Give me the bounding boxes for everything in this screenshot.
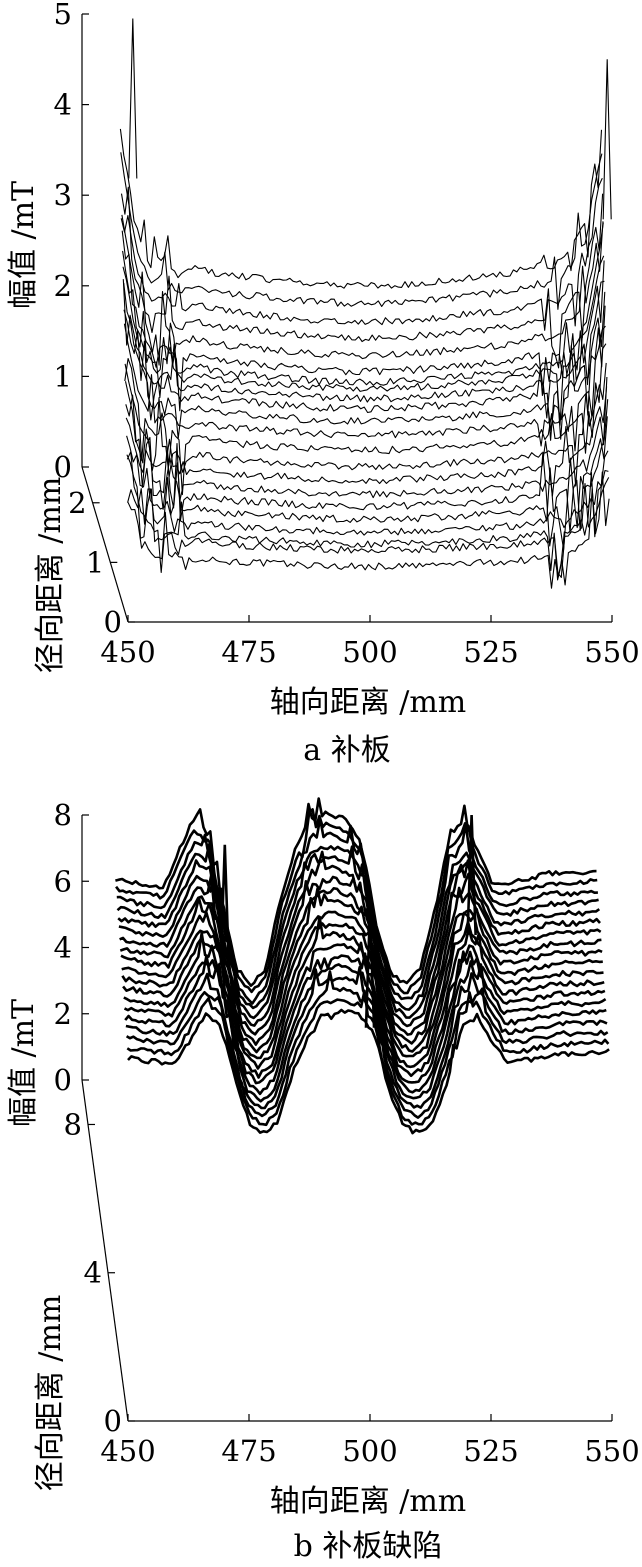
z-tick-label: 4 (54, 88, 72, 122)
series-line-17 (121, 214, 604, 366)
chart-a-zlabel: 幅值 /mT (6, 181, 41, 309)
z-tick-label: 4 (54, 931, 72, 965)
x-tick-label: 500 (342, 1434, 397, 1468)
chart-b-labels: 幅值 /mT 径向距离 /mm 轴向距离 /mm b 补板缺陷 (6, 999, 466, 1564)
series-line-18 (115, 797, 597, 987)
series-line-6 (125, 376, 608, 510)
series-line-20 (120, 152, 603, 310)
depth-axis-line (81, 1079, 129, 1422)
series-line-7 (122, 915, 605, 1079)
series-line-11 (123, 305, 606, 440)
z-tick-label: 8 (54, 798, 72, 832)
series-line-1 (126, 989, 610, 1127)
series-line-21 (119, 128, 603, 289)
y-tick-label: 1 (86, 545, 104, 579)
chart-b-zlabel: 幅值 /mT (6, 999, 41, 1127)
x-tick-label: 475 (221, 1434, 276, 1468)
chart-a-caption: a 补板 (303, 733, 390, 768)
y-tick-label: 2 (68, 486, 86, 520)
series-line-16 (116, 817, 598, 1005)
x-tick-label: 550 (584, 1434, 639, 1468)
peak-spike-0 (128, 18, 138, 179)
x-tick-label: 450 (100, 635, 155, 669)
series-line-19 (120, 177, 603, 331)
series-line-0 (127, 1008, 610, 1135)
chart-panel-a: 0 1 2 3 4 5 450 475 500 525 550 0 1 2 幅值 /mT 径向距离 /mm… (0, 0, 642, 783)
z-tick-label: 1 (54, 359, 72, 393)
chart-a-series-group (119, 18, 612, 589)
series-line-6 (123, 931, 606, 1085)
chart-a-labels: 幅值 /mT 径向距离 /mm 轴向距离 /mm a 补板 (6, 181, 466, 768)
series-line-14 (117, 845, 601, 1020)
y-tick-label: 4 (84, 1256, 102, 1290)
z-tick-label: 0 (54, 450, 72, 484)
series-line-9 (124, 343, 607, 496)
depth-axis-line (81, 466, 129, 623)
series-line-12 (123, 282, 606, 441)
series-line-4 (124, 954, 607, 1103)
y-tick-label: 8 (64, 1107, 82, 1141)
series-line-18 (120, 186, 604, 369)
series-line-1 (127, 477, 610, 578)
z-tick-label: 5 (54, 0, 72, 31)
series-line-3 (126, 450, 609, 539)
y-tick-label: 0 (104, 1404, 122, 1438)
peak-spike-1 (364, 907, 376, 1028)
series-line-15 (122, 250, 605, 399)
chart-b-series-group (115, 797, 610, 1135)
chart-b-ylabel: 径向距离 /mm (33, 1295, 68, 1492)
series-line-16 (121, 222, 604, 412)
x-tick-label: 500 (342, 635, 397, 669)
series-line-17 (115, 808, 598, 995)
series-line-12 (119, 872, 602, 1036)
series-line-7 (124, 381, 608, 497)
series-line-2 (126, 451, 609, 581)
chart-b-svg: 0 2 4 6 8 450 475 500 525 550 0 4 8 幅值 /mT 径向距离 /mm … (6, 797, 640, 1564)
peak-spike-2 (466, 814, 477, 936)
series-line-4 (126, 399, 609, 551)
chart-a-xlabel: 轴向距离 /mm (270, 685, 467, 720)
chart-a-ylabel: 径向距离 /mm (33, 477, 68, 674)
series-line-14 (122, 260, 605, 426)
x-tick-label: 450 (100, 1434, 155, 1468)
series-line-8 (121, 920, 604, 1070)
series-line-5 (125, 416, 608, 547)
x-tick-label: 525 (463, 1434, 518, 1468)
series-line-9 (121, 910, 603, 1060)
z-tick-label: 2 (54, 997, 72, 1031)
y-tick-label: 0 (104, 605, 122, 639)
x-tick-label: 550 (584, 635, 639, 669)
chart-b-caption: b 补板缺陷 (294, 1529, 443, 1564)
series-line-10 (120, 887, 603, 1054)
z-tick-label: 6 (54, 864, 72, 898)
series-line-13 (118, 850, 601, 1028)
chart-b-xlabel: 轴向距离 /mm (270, 1484, 467, 1519)
x-tick-label: 525 (463, 635, 518, 669)
chart-panel-b: 0 2 4 6 8 450 475 500 525 550 0 4 8 幅值 /mT 径向距离 /mm … (0, 783, 642, 1567)
series-line-5 (123, 950, 607, 1096)
x-tick-label: 475 (221, 635, 276, 669)
series-line-11 (119, 886, 602, 1046)
series-line-10 (123, 323, 606, 452)
series-line-15 (116, 843, 599, 1011)
z-tick-label: 0 (54, 1063, 72, 1097)
peak-spike-0 (219, 844, 231, 965)
chart-b-axes: 0 2 4 6 8 450 475 500 525 550 0 4 8 (54, 798, 640, 1468)
series-line-0 (127, 471, 610, 589)
series-line-8 (124, 362, 607, 487)
series-line-13 (122, 279, 605, 419)
peak-spike-1 (602, 59, 612, 220)
z-tick-label: 3 (54, 178, 72, 212)
z-tick-label: 2 (54, 269, 72, 303)
